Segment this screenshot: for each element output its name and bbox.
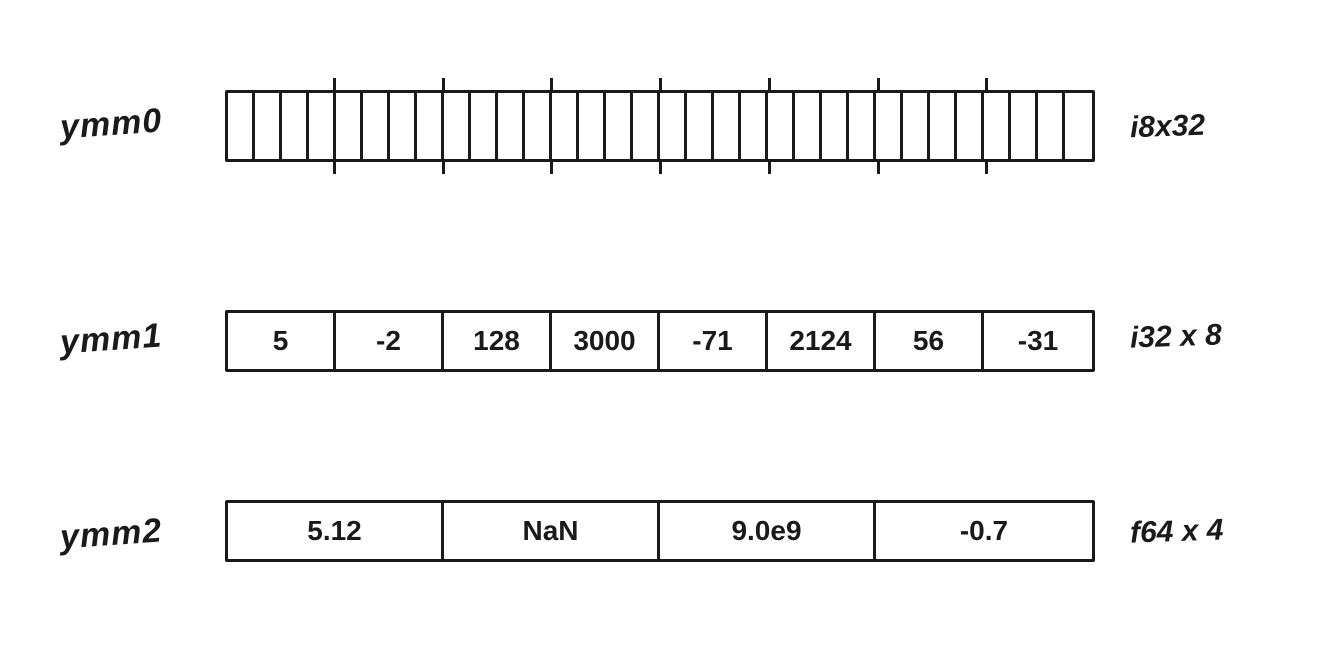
type-label-ymm2: f64 x 4 <box>1129 513 1224 550</box>
lane-cell: 128 <box>444 313 552 369</box>
register-label-ymm0: ymm0 <box>59 101 164 147</box>
lane-cell <box>903 93 930 159</box>
lane-cell <box>228 93 255 159</box>
lane-cell <box>876 93 903 159</box>
lane-cell: 5.12 <box>228 503 444 559</box>
lane-cell: NaN <box>444 503 660 559</box>
lane-cell <box>255 93 282 159</box>
lane-cell: 3000 <box>552 313 660 369</box>
tick-mark <box>768 160 771 174</box>
lane-cell <box>957 93 984 159</box>
lane-cell <box>417 93 444 159</box>
lane-cell <box>822 93 849 159</box>
tick-mark <box>442 160 445 174</box>
lane-value: 3000 <box>573 325 635 357</box>
lane-cell <box>579 93 606 159</box>
lane-cell <box>768 93 795 159</box>
lane-value: -71 <box>692 325 732 357</box>
lane-cell: -0.7 <box>876 503 1092 559</box>
tick-mark <box>442 78 445 92</box>
lane-cell: 2124 <box>768 313 876 369</box>
lane-value: 56 <box>913 325 944 357</box>
lane-cell <box>714 93 741 159</box>
lane-cell: -2 <box>336 313 444 369</box>
lane-cell: 5 <box>228 313 336 369</box>
lane-cell: 9.0e9 <box>660 503 876 559</box>
type-label-ymm0: i8x32 <box>1129 109 1205 146</box>
lane-cell <box>633 93 660 159</box>
lane-cell <box>282 93 309 159</box>
lane-cell <box>498 93 525 159</box>
lane-cell: 56 <box>876 313 984 369</box>
lane-value: NaN <box>522 515 578 547</box>
lane-cell <box>309 93 336 159</box>
lane-cell <box>1038 93 1065 159</box>
lane-cell <box>606 93 633 159</box>
register-label-ymm2: ymm2 <box>59 511 164 557</box>
lane-value: 9.0e9 <box>731 515 801 547</box>
lane-cell <box>390 93 417 159</box>
lane-cell <box>795 93 822 159</box>
tick-mark <box>768 78 771 92</box>
lane-value: -2 <box>376 325 401 357</box>
lane-cell <box>444 93 471 159</box>
lanes-ymm2: 5.12 NaN 9.0e9 -0.7 <box>225 500 1095 562</box>
lane-cell <box>849 93 876 159</box>
simd-register-diagram: ymm0 i8x32 ymm1 5 -2 128 3000 -71 2124 56 -31 i… <box>0 0 1333 660</box>
lane-value: 5 <box>273 325 289 357</box>
tick-mark <box>659 160 662 174</box>
lane-cell <box>1065 93 1092 159</box>
tick-mark <box>877 78 880 92</box>
type-label-ymm1: i32 x 8 <box>1129 318 1222 355</box>
tick-mark <box>877 160 880 174</box>
lane-cell <box>1011 93 1038 159</box>
lane-value: -0.7 <box>960 515 1008 547</box>
lane-cell <box>336 93 363 159</box>
lane-value: 128 <box>473 325 520 357</box>
tick-mark <box>985 78 988 92</box>
tick-mark <box>333 160 336 174</box>
lane-cell <box>984 93 1011 159</box>
lane-value: 5.12 <box>307 515 362 547</box>
lane-cell: -71 <box>660 313 768 369</box>
tick-mark <box>550 160 553 174</box>
tick-mark <box>550 78 553 92</box>
lane-cell <box>930 93 957 159</box>
lane-cell <box>660 93 687 159</box>
tick-mark <box>333 78 336 92</box>
lane-cell: -31 <box>984 313 1092 369</box>
lane-cell <box>552 93 579 159</box>
lane-cell <box>741 93 768 159</box>
lane-value: 2124 <box>789 325 851 357</box>
lane-cell <box>363 93 390 159</box>
register-label-ymm1: ymm1 <box>59 316 164 362</box>
lane-cell <box>687 93 714 159</box>
lanes-ymm1: 5 -2 128 3000 -71 2124 56 -31 <box>225 310 1095 372</box>
tick-mark <box>985 160 988 174</box>
lane-cell <box>471 93 498 159</box>
lane-cell <box>525 93 552 159</box>
lane-value: -31 <box>1018 325 1058 357</box>
tick-mark <box>659 78 662 92</box>
lanes-ymm0 <box>225 90 1095 162</box>
